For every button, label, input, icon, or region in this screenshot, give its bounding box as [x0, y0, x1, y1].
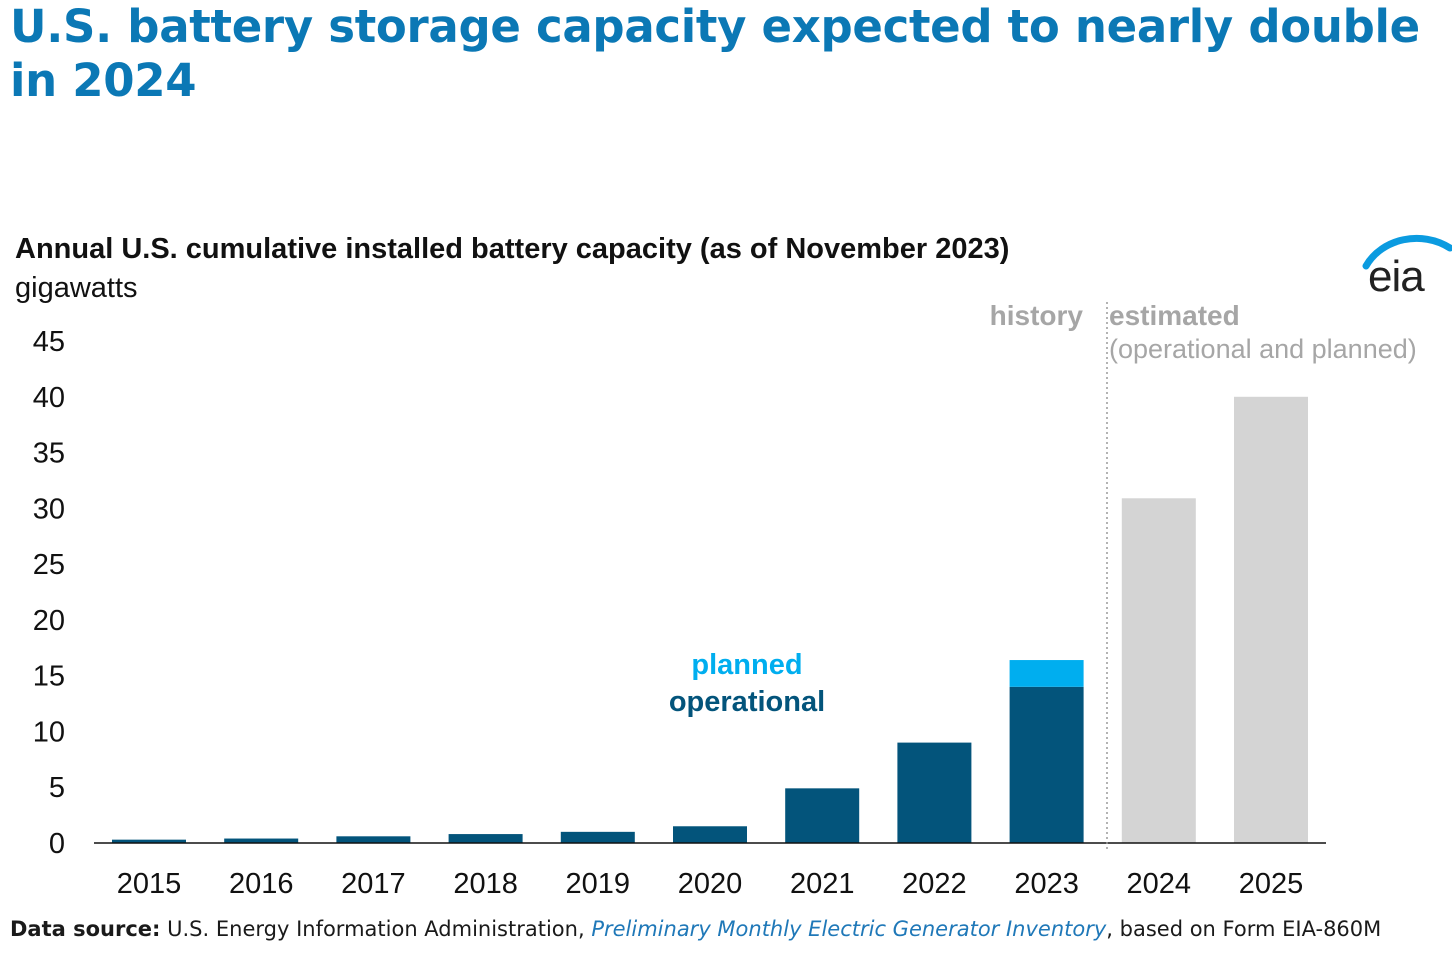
y-tick-label: 30: [33, 493, 65, 525]
estimated-annotation: estimated: [1109, 300, 1240, 331]
y-tick-label: 5: [49, 772, 65, 804]
source-agency: U.S. Energy Information Administration,: [167, 917, 585, 941]
y-tick-label: 35: [33, 438, 65, 470]
bar-planned-2023: [1009, 660, 1084, 687]
estimated-subannotation: (operational and planned): [1109, 334, 1417, 364]
source-publication-link[interactable]: Preliminary Monthly Electric Generator I…: [591, 917, 1107, 941]
bar-estimated-2025: [1234, 396, 1308, 843]
bar-operational-2016: [224, 838, 299, 843]
x-tick-label-2021: 2021: [790, 868, 855, 900]
eia-logo-text: eia: [1368, 252, 1425, 301]
bar-operational-2017: [336, 836, 411, 843]
bar-operational-2021: [785, 788, 860, 843]
bar-operational-2019: [560, 831, 635, 843]
y-tick-label: 10: [33, 716, 65, 748]
bar-operational-2023: [1009, 686, 1084, 843]
x-tick-label-2018: 2018: [453, 868, 518, 900]
source-suffix: , based on Form EIA-860M: [1106, 917, 1382, 941]
y-tick-label: 45: [33, 326, 65, 358]
x-tick-label-2016: 2016: [229, 868, 294, 900]
x-tick-label-2017: 2017: [341, 868, 406, 900]
x-tick-label-2015: 2015: [117, 868, 182, 900]
legend-planned: planned: [691, 649, 802, 681]
x-tick-label-2024: 2024: [1127, 868, 1192, 900]
bar-operational-2015: [112, 839, 186, 843]
y-tick-label: 40: [33, 382, 65, 414]
bar-estimated-2024: [1121, 498, 1196, 843]
y-tick-label: 25: [33, 549, 65, 581]
bar-operational-2020: [673, 826, 747, 843]
history-annotation: history: [990, 300, 1084, 331]
x-tick-label-2025: 2025: [1239, 868, 1304, 900]
y-tick-label: 20: [33, 605, 65, 637]
x-tick-label-2019: 2019: [566, 868, 631, 900]
x-tick-label-2020: 2020: [678, 868, 743, 900]
y-axis-unit-label: gigawatts: [15, 272, 138, 304]
data-source: Data source: U.S. Energy Information Adm…: [10, 917, 1381, 941]
y-tick-label: 15: [33, 661, 65, 693]
bar-operational-2022: [897, 742, 972, 843]
legend-operational: operational: [669, 686, 825, 718]
headline: U.S. battery storage capacity expected t…: [10, 0, 1420, 107]
x-tick-label-2023: 2023: [1014, 868, 1079, 900]
source-label: Data source:: [10, 917, 161, 941]
chart-title: Annual U.S. cumulative installed battery…: [15, 233, 1010, 265]
eia-logo-icon: [1362, 234, 1452, 270]
x-tick-label-2022: 2022: [902, 868, 967, 900]
bar-operational-2018: [448, 834, 523, 843]
y-tick-label: 0: [49, 828, 65, 860]
